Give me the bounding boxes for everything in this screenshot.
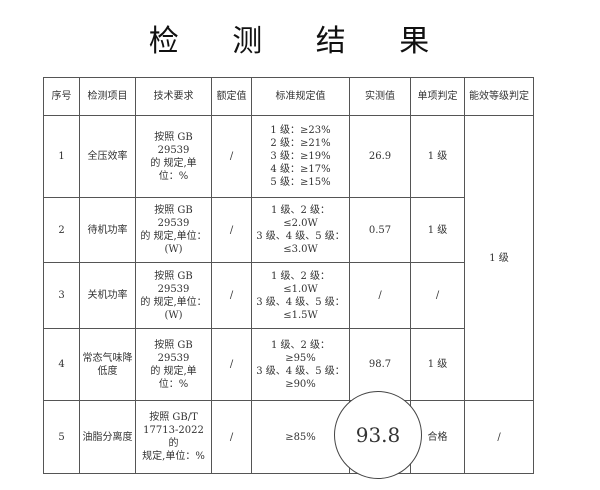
standard-value-line: ≥90% [285,378,316,390]
requirement-line: 按照 GB/T [149,412,198,423]
measured-value: 26.9 [349,115,411,198]
header-cell: 额定值 [211,77,252,116]
standard-value-line: 1 级：≥23% [270,125,331,136]
standard-value-line: 1 级、2 级： [270,205,331,216]
header-cell: 标准规定值 [251,77,350,116]
requirement-line: 按照 GB 29539 [154,205,193,229]
table-row: 2 待机功率 按照 GB 29539 的 规定,单位： (W) / 1 级、2 级： ≤2.0… [43,197,534,263]
standard-value: 1 级、2 级： ≤2.0W 3 级、4 级、5 级： ≤3.0W [251,197,350,263]
requirement-line: 按照 GB 29539 [154,270,193,295]
standard-value-line: 4 级：≥17% [270,164,331,175]
requirement-line: 按照 GB 29539 [154,339,193,364]
page-title: 检 测 结 果 [148,24,452,59]
header-cell: 序号 [43,77,80,116]
row-number: 1 [43,115,80,198]
requirement-line: 17713-2022 的 [143,425,204,449]
row-number: 3 [43,262,80,329]
grade-judgement: 1 级 [464,115,534,401]
row-number: 5 [43,400,80,474]
test-item: 常态气味降低度 [79,328,136,401]
test-item: 关机功率 [79,262,136,329]
requirement-line: 的 规定,单 [150,157,197,169]
standard-value-line: ≤1.0W [283,283,318,295]
table-row: 1 全压效率 按照 GB 29539 的 规定,单 位：%/1 级：≥23% 2 级：≥2… [43,115,534,401]
standard-value-line: ≥85% [285,431,316,443]
requirement-line: 的 规定,单位： [140,231,207,242]
header-cell: 技术要求 [135,77,212,116]
requirement: 按照 GB/T 17713-2022 的规定,单位：% [135,400,212,474]
requirement-line: 位：% [158,378,189,390]
requirement: 按照 GB 29539 的 规定,单 位：% [135,115,212,198]
standard-value-line: 3 级：≥19% [270,151,331,162]
standard-value-line: ≥95% [285,352,316,364]
highlight-circle: 93.8 [334,391,422,479]
standard-value-line: 5 级：≥15% [270,177,331,188]
standard-value: 1 级、2 级： ≤1.0W 3 级、4 级、5 级： ≤1.5W [251,262,350,329]
rated-value: / [211,197,252,263]
rated-value: / [211,262,252,329]
row-number: 2 [43,197,80,263]
standard-value-line: 1 级、2 级： [270,270,331,282]
test-item: 油脂分离度 [79,400,136,474]
standard-value-line: ≤2.0W [283,218,318,229]
standard-value: 1 级：≥23% 2 级：≥21% 3 级：≥19% 4 级：≥17% 5 级：≥15% [251,115,350,198]
standard-value-line: 3 级、4 级、5 级： [256,231,345,242]
standard-value-line: 3 级、4 级、5 级： [256,365,345,377]
rated-value: / [211,115,252,198]
item-judgement: 1 级 [410,197,465,263]
test-item: 全压效率 [79,115,136,198]
requirement-line: 的 规定,单 [150,365,197,377]
table-row: 4 常态气味降低度 按照 GB 29539 的 规定,单 位：%/1 级、2 级： ≥95… [43,328,534,401]
requirement: 按照 GB 29539 的 规定,单 位：% [135,328,212,401]
header-cell: 实测值 [349,77,411,116]
measured-value: 0.57 [349,197,411,263]
rated-value: / [211,400,252,474]
results-table: 序号 检测项目 技术要求 额定值 标准规定值 实测值 单项判定 能效等级判定 1… [43,77,534,474]
standard-value-line: ≤3.0W [283,244,318,255]
item-judgement: / [410,262,465,329]
header-cell: 能效等级判定 [464,77,534,116]
standard-value: ≥85% [251,400,350,474]
requirement-line: 位：% [158,170,189,182]
requirement-line: 规定,单位：% [142,451,205,462]
requirement-line: 按照 GB 29539 [154,131,193,156]
grade-judgement: / [464,400,534,474]
test-item: 待机功率 [79,197,136,263]
header-cell: 单项判定 [410,77,465,116]
item-judgement: 1 级 [410,115,465,198]
header-cell: 检测项目 [79,77,136,116]
standard-value-line: ≤1.5W [283,309,318,321]
standard-value: 1 级、2 级： ≥95% 3 级、4 级、5 级： ≥90% [251,328,350,401]
standard-value-line: 2 级：≥21% [270,138,331,149]
requirement-line: (W) [164,309,183,321]
header-row: 序号 检测项目 技术要求 额定值 标准规定值 实测值 单项判定 能效等级判定 [43,77,534,116]
table-row: 3 关机功率 按照 GB 29539 的 规定,单位： (W)/1 级、2 级： ≤1.0… [43,262,534,329]
requirement-line: 的 规定,单位： [140,296,207,308]
row-number: 4 [43,328,80,401]
requirement: 按照 GB 29539 的 规定,单位： (W) [135,197,212,263]
measured-value: / [349,262,411,329]
standard-value-line: 3 级、4 级、5 级： [256,296,345,308]
table-row: 5 油脂分离度 按照 GB/T 17713-2022 的规定,单位：% / ≥85% 合格 / [43,400,534,474]
item-judgement: 1 级 [410,328,465,401]
requirement-line: (W) [164,244,183,255]
standard-value-line: 1 级、2 级： [270,339,331,351]
rated-value: / [211,328,252,401]
requirement: 按照 GB 29539 的 规定,单位： (W) [135,262,212,329]
measured-value: 98.7 [349,328,411,401]
